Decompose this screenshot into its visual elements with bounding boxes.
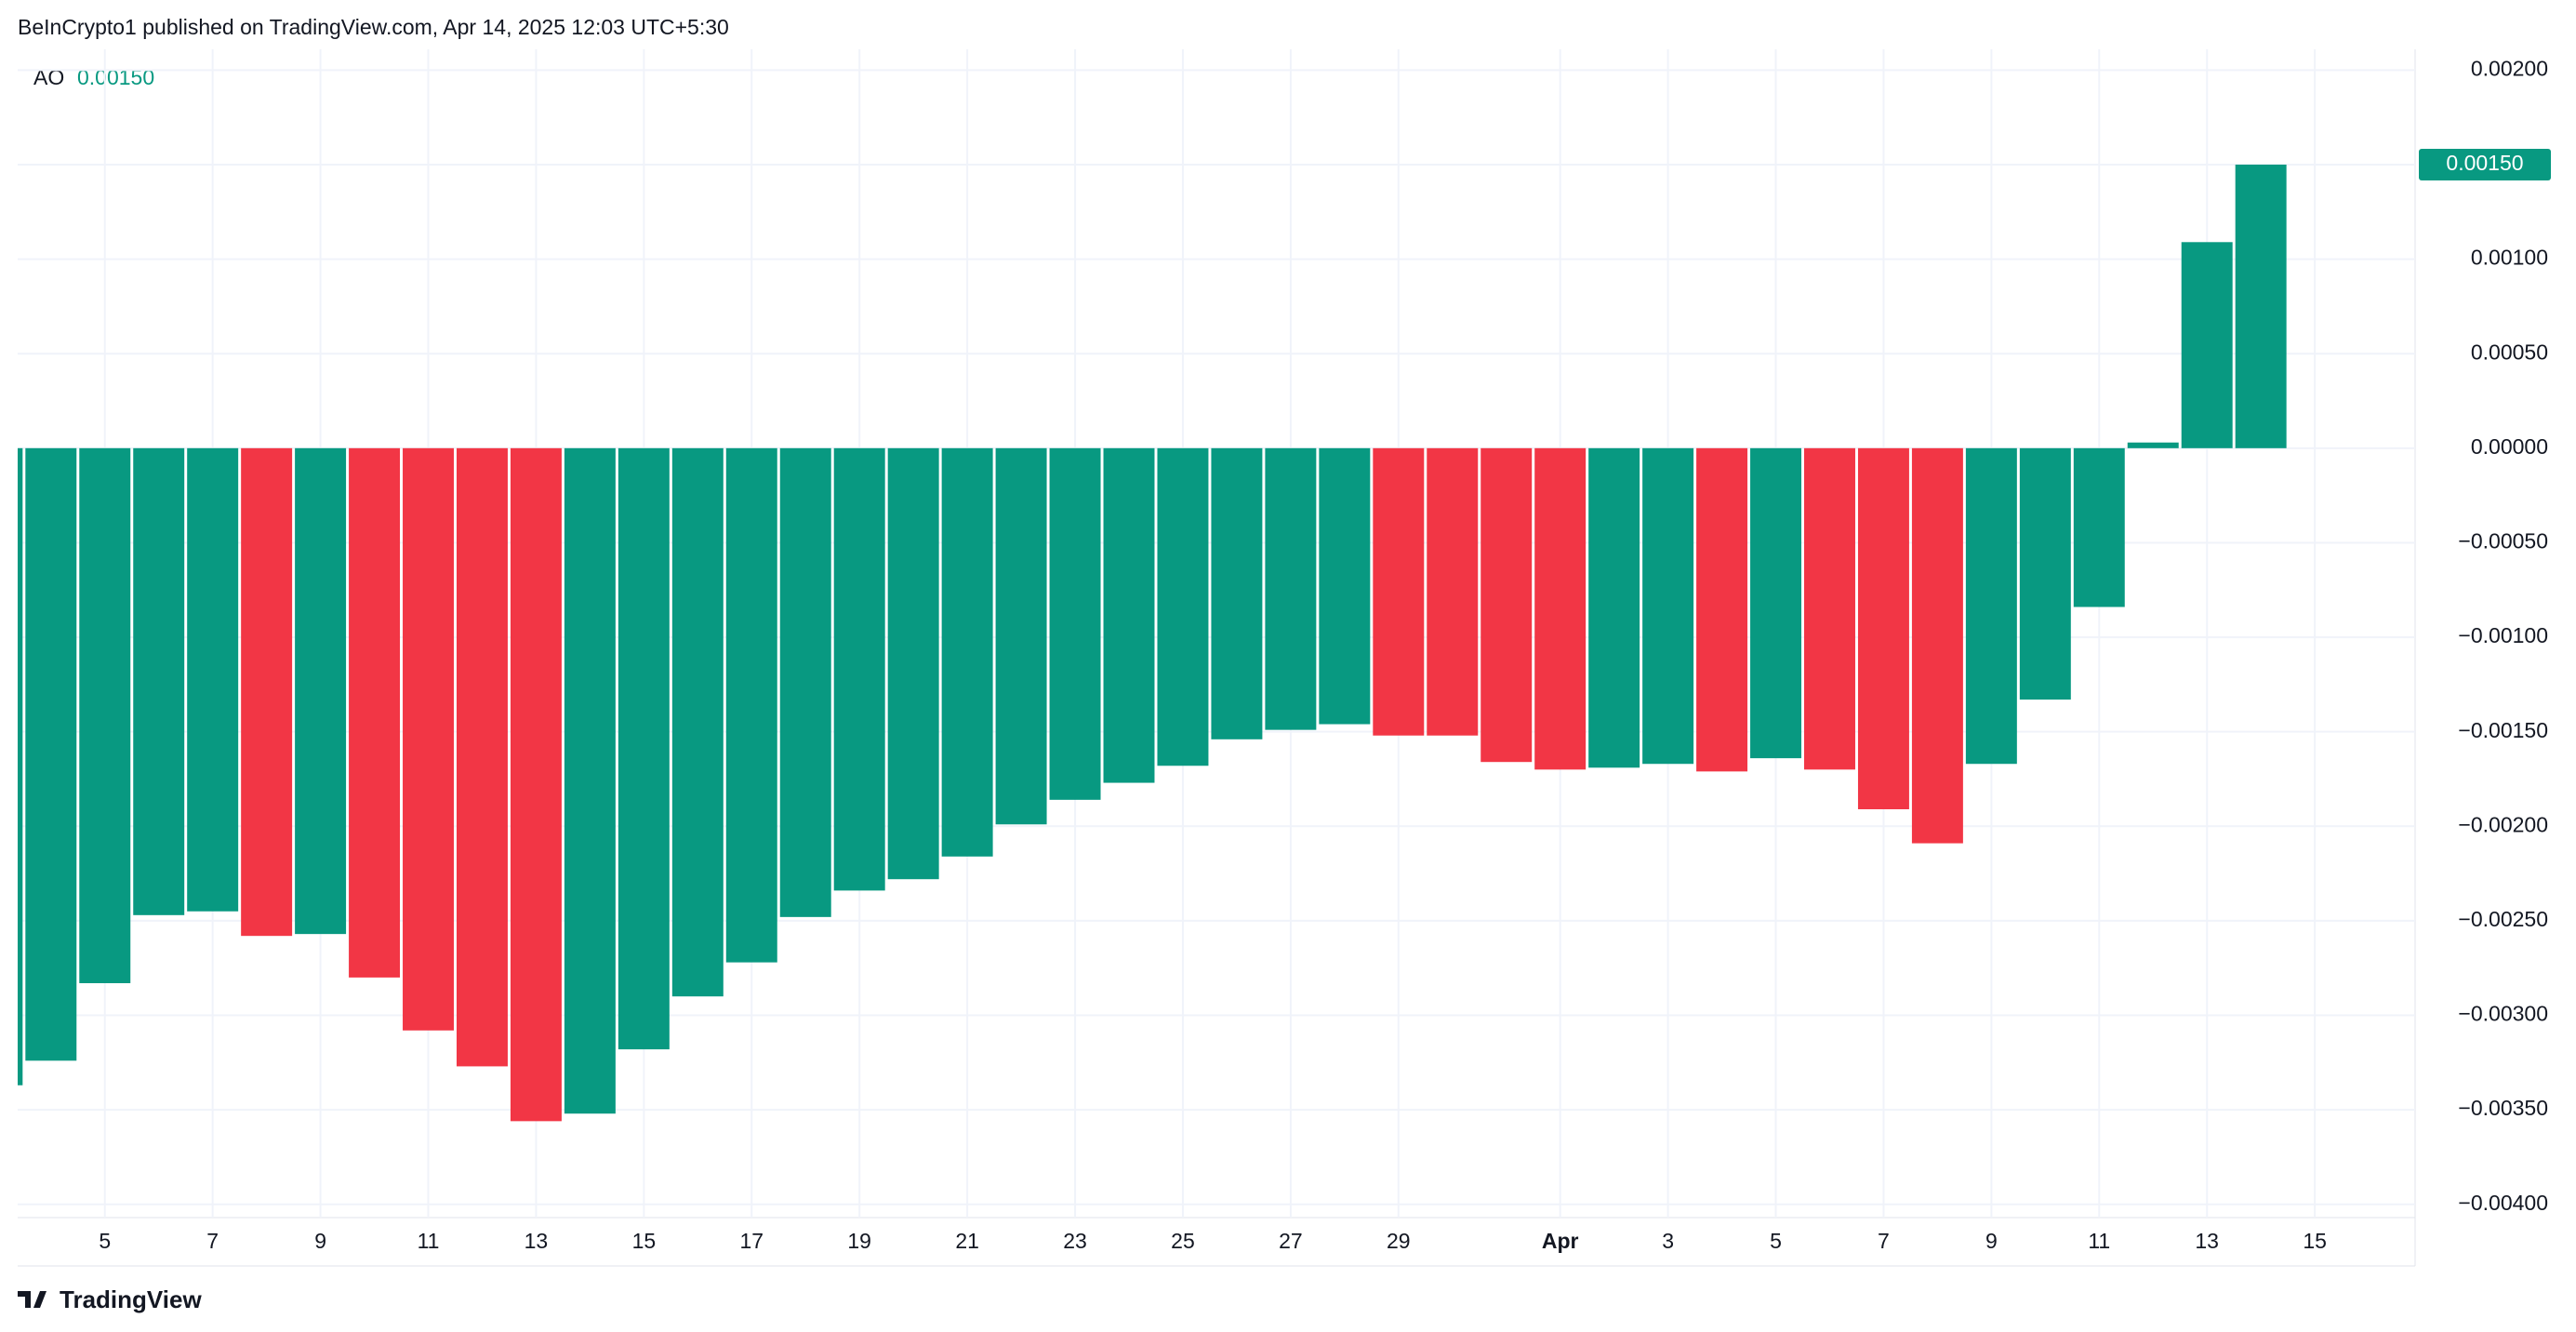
x-tick-label: Apr	[1542, 1229, 1579, 1253]
bar	[295, 447, 347, 935]
bar	[457, 447, 508, 1067]
x-tick-label: 11	[2088, 1229, 2110, 1253]
x-tick-label: 19	[847, 1229, 871, 1253]
bar	[1534, 447, 1587, 770]
bar	[1211, 447, 1263, 739]
header: BeInCrypto1 published on TradingView.com…	[18, 15, 729, 39]
x-tick-label: 11	[418, 1229, 440, 1253]
bar	[18, 447, 23, 1086]
bar	[187, 447, 239, 912]
bar	[941, 447, 993, 857]
bar	[1588, 447, 1640, 768]
bar	[1696, 447, 1748, 772]
y-tick-label: −0.00050	[2458, 529, 2548, 553]
bar	[1481, 447, 1533, 763]
x-tick-label: 7	[1878, 1229, 1890, 1253]
bar	[133, 447, 185, 915]
logo	[18, 1291, 46, 1308]
legend-name: AO	[33, 65, 64, 89]
bar	[2019, 447, 2071, 700]
price-tag-label: 0.00150	[2446, 151, 2523, 175]
x-tick-label: 15	[2303, 1229, 2327, 1253]
bars	[18, 164, 2287, 1122]
y-tick-label: 0.00000	[2471, 434, 2548, 459]
y-tick-label: 0.00100	[2471, 246, 2548, 270]
y-tick-label: −0.00350	[2458, 1096, 2548, 1120]
y-tick-label: −0.00250	[2458, 907, 2548, 931]
bar	[1157, 447, 1209, 766]
bar	[1642, 447, 1694, 765]
bar	[1750, 447, 1801, 759]
bar	[1965, 447, 2017, 765]
bar	[1265, 447, 1317, 730]
x-tick-label: 5	[99, 1229, 111, 1253]
y-tick-label: −0.00150	[2458, 718, 2548, 742]
x-tick-label: 5	[1770, 1229, 1782, 1253]
bar	[2127, 442, 2179, 448]
footer: TradingView	[60, 1285, 202, 1313]
bar	[510, 447, 562, 1122]
bar	[2181, 242, 2233, 448]
x-tick-label: 17	[739, 1229, 764, 1253]
x-tick-label: 27	[1279, 1229, 1303, 1253]
y-tick-label: 0.00200	[2471, 56, 2548, 80]
x-tick-label: 7	[206, 1229, 219, 1253]
x-tick-label: 29	[1387, 1229, 1411, 1253]
bar	[564, 447, 616, 1114]
bar	[349, 447, 401, 978]
x-tick-label: 13	[2195, 1229, 2219, 1253]
y-tick-label: −0.00200	[2458, 812, 2548, 836]
bar	[779, 447, 831, 917]
bar	[1103, 447, 1155, 783]
bar	[1049, 447, 1101, 800]
x-tick-label: 23	[1063, 1229, 1087, 1253]
x-tick-label: 13	[524, 1229, 549, 1253]
price-tag	[2419, 148, 2551, 180]
bar	[995, 447, 1047, 825]
y-tick-label: −0.00100	[2458, 623, 2548, 647]
bar	[887, 447, 939, 880]
bar	[617, 447, 670, 1050]
y-tick-label: 0.00050	[2471, 340, 2548, 364]
bar	[2235, 164, 2287, 448]
legend-value: 0.00150	[77, 65, 154, 89]
bar	[1857, 447, 1909, 810]
x-tick-label: 21	[955, 1229, 979, 1253]
y-tick-label: −0.00300	[2458, 1002, 2548, 1026]
y-tick-label: −0.00400	[2458, 1191, 2548, 1215]
bar	[79, 447, 131, 983]
x-tick-label: 15	[632, 1229, 657, 1253]
bar	[1804, 447, 1855, 770]
bar	[241, 447, 293, 937]
x-tick-label: 3	[1662, 1229, 1674, 1253]
x-tick-label: 9	[1985, 1229, 1998, 1253]
bar	[403, 447, 454, 1031]
bar	[1319, 447, 1371, 725]
bar	[725, 447, 777, 963]
x-tick-label: 25	[1171, 1229, 1195, 1253]
bar	[25, 447, 77, 1061]
bar	[833, 447, 885, 891]
bar	[671, 447, 724, 997]
bar	[1373, 447, 1425, 736]
bar	[2073, 447, 2125, 607]
bar	[1911, 447, 1963, 844]
bar	[1427, 447, 1479, 736]
x-tick-label: 9	[314, 1229, 326, 1253]
